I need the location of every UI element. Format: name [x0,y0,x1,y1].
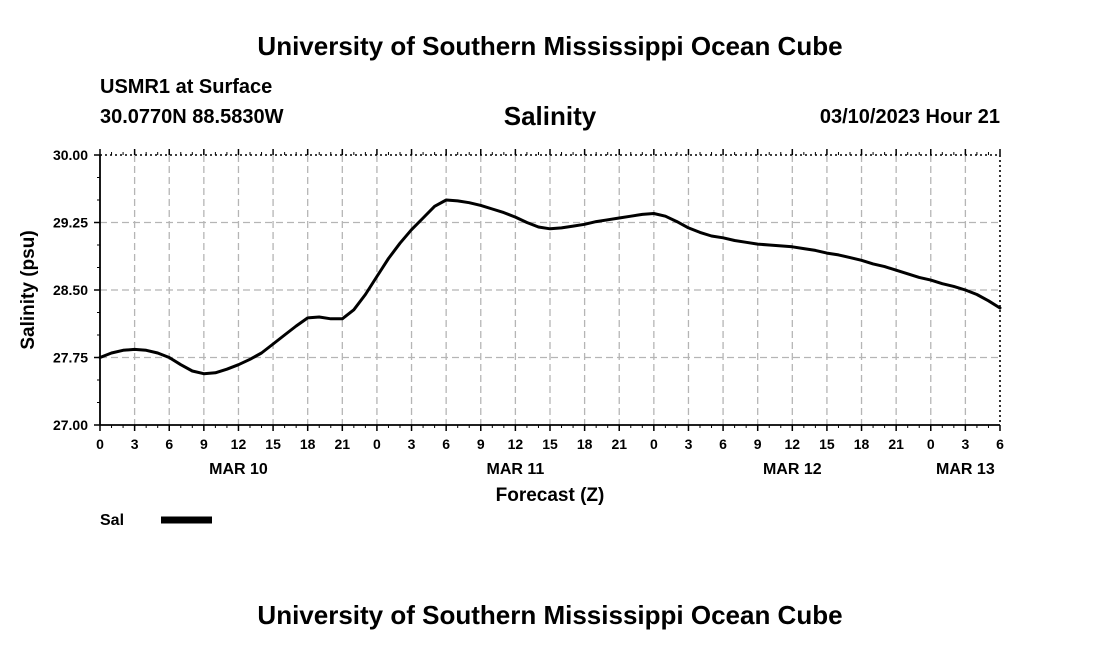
x-tick-label: 9 [200,436,208,452]
legend: Sal [100,512,212,529]
date-hour-label: 03/10/2023 Hour 21 [819,106,1000,128]
x-tick-label: 3 [131,436,139,452]
x-tick-label: 3 [961,436,969,452]
x-date-label: MAR 12 [763,461,822,478]
x-tick-label: 12 [231,436,247,452]
x-tick-label: 21 [611,436,627,452]
x-tick-label: 15 [265,436,281,452]
x-tick-label: 9 [477,436,485,452]
x-tick-label: 0 [373,436,381,452]
y-tick-label: 28.50 [53,282,88,298]
x-tick-label: 18 [577,436,593,452]
station-label: USMR1 at Surface [100,76,273,98]
x-tick-label: 9 [754,436,762,452]
x-tick-label: 6 [719,436,727,452]
y-tick-label: 29.25 [53,215,88,231]
coordinates-label: 30.0770N 88.5830W [100,106,284,128]
x-tick-label: 0 [927,436,935,452]
x-tick-label: 6 [442,436,450,452]
legend-label: Sal [100,512,124,529]
x-axis-title: Forecast (Z) [496,485,605,506]
x-tick-label: 12 [785,436,801,452]
x-tick-label: 3 [685,436,693,452]
x-tick-label: 18 [300,436,316,452]
x-tick-label: 21 [888,436,904,452]
y-axis-title: Salinity (psu) [18,230,39,349]
y-tick-label: 27.00 [53,417,88,433]
x-tick-label: 6 [165,436,173,452]
x-date-label: MAR 10 [209,461,268,478]
x-tick-label: 18 [854,436,870,452]
x-tick-label: 15 [542,436,558,452]
x-tick-label: 0 [650,436,658,452]
series-line-sal [98,198,1002,376]
x-date-label: MAR 13 [936,461,995,478]
series-layer [98,198,1002,376]
page-title-top: University of Southern Mississippi Ocean… [257,31,843,61]
x-tick-label: 3 [408,436,416,452]
x-tick-label: 12 [508,436,524,452]
axes-layer [94,149,1001,431]
chart-title: Salinity [503,101,597,131]
grid-layer [100,155,1000,425]
y-tick-label: 27.75 [53,350,88,366]
x-tick-label: 21 [335,436,351,452]
x-tick-label: 6 [996,436,1004,452]
labels-layer: 27.00 27.75 28.50 29.25 30.00 0 3 6 9 12 15 18 21 0 3 6… [18,147,1004,506]
x-tick-label: 0 [96,436,104,452]
y-tick-label: 30.00 [53,147,88,163]
x-tick-label: 15 [819,436,835,452]
x-date-label: MAR 11 [486,461,544,478]
page-title-bottom: University of Southern Mississippi Ocean… [257,600,843,630]
